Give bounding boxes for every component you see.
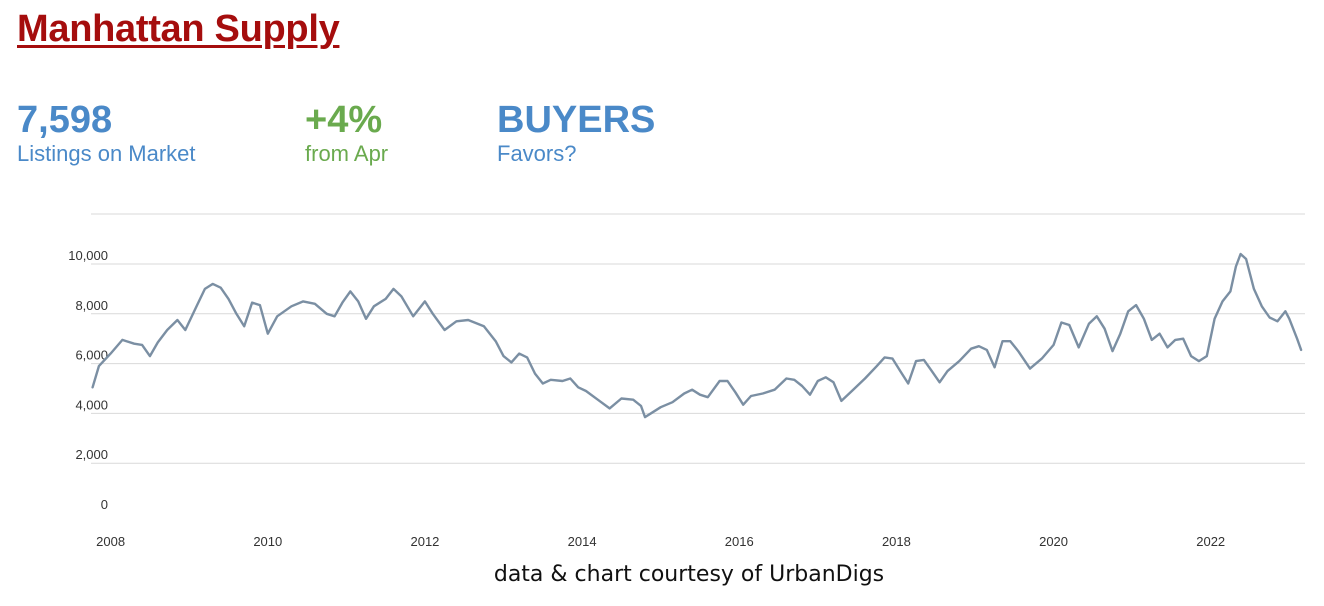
stat-change-label: from Apr — [305, 141, 389, 166]
stat-favors-label: Favors? — [497, 141, 577, 166]
x-tick-label: 2016 — [725, 534, 754, 549]
x-tick-label: 2014 — [568, 534, 597, 549]
series-line — [91, 252, 1303, 419]
stat-listings: 7,598 Listings on Market — [17, 98, 196, 166]
y-tick-label: 0 — [101, 497, 108, 512]
x-tick-label: 2018 — [882, 534, 911, 549]
chart-credit: data & chart courtesy of UrbanDigs — [493, 562, 885, 587]
y-tick-label: 4,000 — [75, 397, 108, 412]
stat-favors-value: BUYERS — [497, 99, 656, 141]
page-title: Manhattan Supply — [17, 8, 340, 50]
x-tick-label: 2010 — [253, 534, 282, 549]
x-tick-label: 2022 — [1196, 534, 1225, 549]
stat-favors: BUYERS Favors? — [497, 98, 655, 166]
x-tick-label: 2008 — [96, 534, 125, 549]
y-tick-label: 10,000 — [68, 248, 108, 263]
x-tick-label: 2020 — [1039, 534, 1068, 549]
stat-listings-value: 7,598 — [17, 99, 113, 141]
x-tick-label: 2012 — [410, 534, 439, 549]
y-tick-label: 6,000 — [75, 348, 108, 363]
stat-listings-label: Listings on Market — [17, 141, 196, 166]
stat-change: +4% from Apr — [305, 98, 388, 166]
y-tick-label: 8,000 — [75, 298, 108, 313]
stat-change-value: +4% — [305, 99, 383, 141]
y-tick-label: 2,000 — [75, 447, 108, 462]
